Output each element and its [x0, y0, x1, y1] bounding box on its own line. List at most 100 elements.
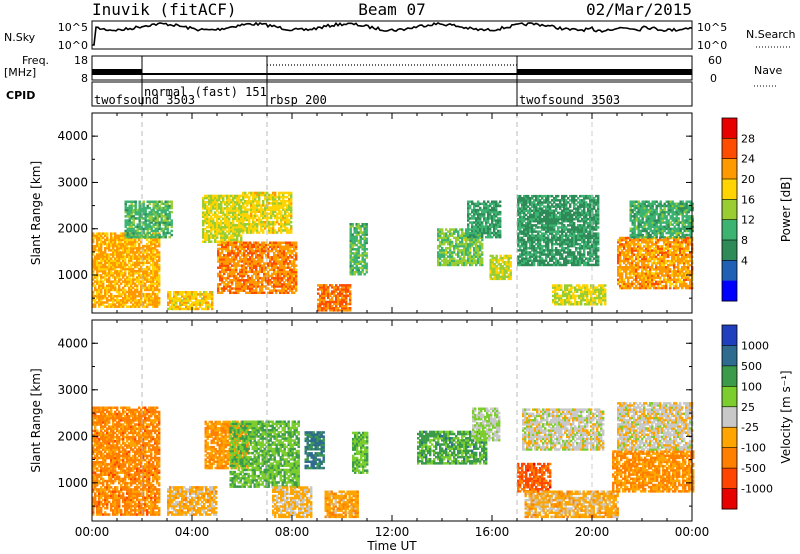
data-cell: [273, 270, 276, 274]
data-cell: [285, 289, 288, 292]
data-cell: [230, 207, 233, 210]
nsky-tick-low-right: 10^0: [697, 39, 727, 52]
data-cell: [96, 267, 99, 271]
data-cell: [549, 253, 552, 256]
data-cell: [179, 301, 182, 304]
data-cell: [187, 297, 190, 300]
data-cell: [291, 264, 294, 267]
data-cell: [487, 204, 490, 208]
data-cell: [160, 206, 163, 210]
data-cell: [561, 230, 564, 233]
data-cell: [485, 221, 488, 224]
data-cell: [187, 295, 190, 298]
data-cell: [543, 236, 546, 240]
data-cell: [347, 302, 350, 306]
data-cell: [571, 230, 574, 233]
data-cell: [183, 291, 186, 294]
data-cell: [259, 260, 262, 263]
data-cell: [108, 288, 111, 292]
data-cell: [212, 201, 215, 204]
data-cell: [483, 213, 486, 216]
data-cell: [441, 238, 444, 242]
data-cell: [535, 209, 538, 212]
data-cell: [290, 202, 293, 205]
data-cell: [523, 209, 526, 212]
data-cell: [236, 215, 239, 218]
data-cell: [539, 201, 542, 204]
data-cell: [204, 194, 207, 198]
data-cell: [257, 262, 260, 265]
data-cell: [523, 213, 526, 217]
data-cell: [118, 265, 121, 269]
data-cell: [341, 284, 344, 287]
data-cell: [110, 272, 113, 275]
data-cell: [269, 291, 272, 294]
data-cell: [365, 268, 368, 272]
data-cell: [319, 309, 322, 312]
data-cell: [255, 251, 258, 255]
data-cell: [156, 217, 159, 220]
data-cell: [152, 257, 155, 260]
data-cell: [365, 264, 368, 268]
data-cell: [351, 270, 354, 274]
data-cell: [365, 252, 368, 255]
data-cell: [525, 203, 528, 206]
data-cell: [551, 205, 554, 208]
data-cell: [270, 216, 273, 220]
data-cell: [206, 196, 209, 200]
data-region: [349, 223, 368, 276]
data-cell: [557, 263, 560, 267]
data-cell: [481, 251, 484, 254]
data-cell: [477, 202, 480, 206]
data-cell: [108, 305, 111, 308]
data-cell: [457, 255, 460, 258]
data-cell: [451, 253, 454, 256]
data-cell: [150, 213, 153, 216]
data-cell: [567, 215, 570, 219]
data-cell: [493, 233, 496, 237]
data-cell: [575, 259, 578, 262]
data-cell: [112, 249, 115, 252]
data-cell: [94, 288, 97, 292]
data-cell: [246, 195, 249, 199]
data-cell: [156, 232, 159, 235]
data-cell: [333, 286, 336, 289]
data-cell: [114, 263, 117, 267]
data-cell: [160, 217, 163, 220]
data-cell: [361, 270, 364, 274]
data-cell: [144, 267, 147, 271]
data-cell: [226, 226, 229, 229]
data-cell: [212, 223, 215, 227]
data-cell: [122, 238, 125, 242]
data-cell: [351, 268, 354, 272]
data-cell: [521, 219, 524, 223]
data-cell: [230, 201, 233, 204]
data-cell: [96, 257, 99, 260]
data-cell: [507, 254, 510, 258]
data-cell: [138, 301, 141, 304]
data-cell: [289, 249, 292, 253]
data-cell: [277, 245, 280, 249]
data-cell: [156, 261, 159, 265]
data-cell: [189, 291, 192, 294]
data-cell: [170, 202, 173, 206]
data-cell: [146, 259, 149, 262]
data-cell: [349, 290, 352, 293]
data-cell: [158, 278, 161, 281]
data-cell: [206, 215, 209, 218]
data-cell: [132, 276, 135, 279]
data-cell: [150, 219, 153, 222]
data-cell: [94, 286, 97, 290]
data-cell: [228, 196, 231, 200]
data-cell: [224, 201, 227, 204]
data-cell: [439, 232, 442, 235]
data-cell: [555, 253, 558, 256]
data-cell: [483, 210, 486, 214]
data-cell: [355, 239, 358, 243]
data-cell: [471, 231, 474, 235]
freq-block: [517, 69, 692, 75]
data-cell: [271, 268, 274, 272]
data-cell: [323, 307, 326, 310]
data-cell: [473, 238, 476, 242]
data-cell: [206, 232, 209, 235]
